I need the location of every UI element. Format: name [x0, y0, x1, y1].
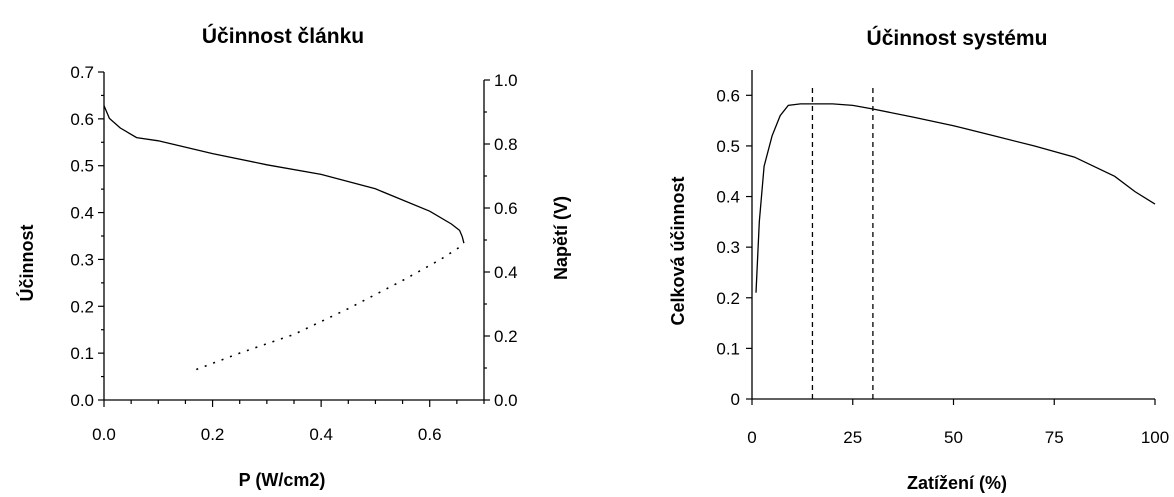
- chart2-y-tick-label: 0.6: [716, 86, 740, 105]
- chart1-y2-tick-label: 0.2: [494, 327, 518, 346]
- chart2-series-1-line: [755, 103, 1156, 293]
- chart1-y2-tick-label: 0.8: [494, 135, 518, 154]
- chart2-y-tick-label: 0.1: [716, 339, 740, 358]
- chart1-y-tick-label: 0.5: [70, 157, 94, 176]
- chart1-y-tick-label: 0.2: [70, 297, 94, 316]
- chart1-xlabel: P (W/cm2): [239, 470, 326, 490]
- chart2-x-tick-label: 75: [1045, 428, 1064, 447]
- chart1-x-tick-label: 0.0: [92, 425, 116, 444]
- chart1-y2-tick-label: 0.6: [494, 199, 518, 218]
- chart1-y2-tick-label: 1.0: [494, 71, 518, 90]
- chart-system-efficiency: Účinnost systému Celková účinnost Zatíže…: [668, 26, 1169, 493]
- chart1-y-tick-label: 0.3: [70, 250, 94, 269]
- chart1-x-tick-label: 0.6: [418, 425, 442, 444]
- chart1-y2-tick-label: 0.0: [494, 391, 518, 410]
- chart2-x-tick-label: 50: [944, 428, 963, 447]
- chart1-y2-tick-label: 0.4: [494, 263, 518, 282]
- chart1-x-tick-label: 0.4: [309, 425, 333, 444]
- chart1-y-tick-label: 0.1: [70, 344, 94, 363]
- chart1-series-1-line: [103, 105, 465, 244]
- chart2-y-tick-label: 0.2: [716, 289, 740, 308]
- chart2-x-tick-label: 0: [747, 428, 756, 447]
- chart1-y-tick-label: 0.4: [70, 204, 94, 223]
- chart1-y-tick-label: 0.6: [70, 110, 94, 129]
- chart2-y-tick-label: 0.3: [716, 238, 740, 257]
- chart1-title: Účinnost článku: [202, 24, 364, 48]
- chart2-title: Účinnost systému: [867, 26, 1048, 50]
- chart2-x-tick-label: 100: [1141, 428, 1169, 447]
- chart1-x-tick-label: 0.2: [201, 425, 225, 444]
- chart2-y-tick-label: 0.4: [716, 188, 740, 207]
- chart2-y-tick-label: 0: [731, 390, 740, 409]
- chart1-y2label: Napětí (V): [551, 196, 571, 280]
- chart1-y-tick-label: 0.7: [70, 63, 94, 82]
- chart1-y-tick-label: 0.0: [70, 391, 94, 410]
- chart1-series-2-line: [196, 244, 463, 371]
- chart2-y-tick-label: 0.5: [716, 137, 740, 156]
- chart1-ylabel: Účinnost: [16, 224, 37, 301]
- chart2-ylabel: Celková účinnost: [668, 176, 688, 325]
- chart-cell-efficiency: Účinnost článku Účinnost Napětí (V) P (W…: [16, 24, 571, 490]
- chart2-x-tick-label: 25: [843, 428, 862, 447]
- chart2-xlabel: Zatížení (%): [907, 473, 1007, 493]
